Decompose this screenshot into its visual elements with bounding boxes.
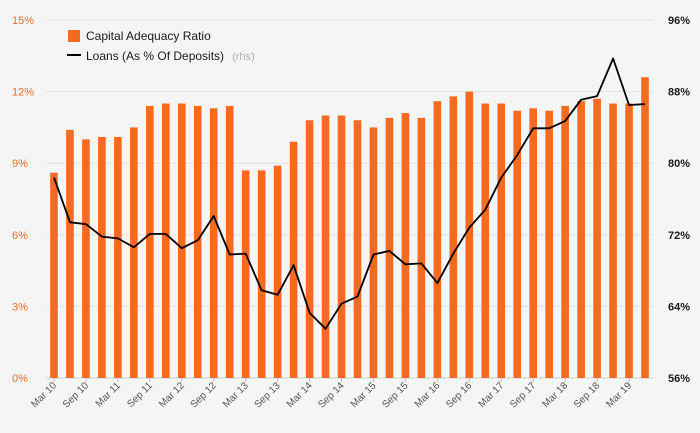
bar-capital-adequacy	[561, 105, 569, 379]
bar-capital-adequacy	[545, 110, 553, 379]
bars	[50, 77, 649, 379]
bar-capital-adequacy	[177, 103, 186, 379]
x-tick-label: Sep 18	[572, 380, 602, 410]
bar-capital-adequacy	[385, 117, 394, 378]
legend-label-rhs-note: (rhs)	[232, 51, 255, 63]
bar-capital-adequacy	[130, 127, 138, 379]
bar-capital-adequacy	[417, 117, 426, 378]
x-tick-label: Mar 15	[349, 380, 379, 410]
bar-capital-adequacy	[193, 105, 202, 379]
loans-line-series	[53, 57, 646, 330]
bar-capital-adequacy	[66, 129, 74, 378]
y-right-tick-label: 72%	[668, 230, 690, 242]
y-right-tick-label: 56%	[668, 373, 690, 385]
bar-capital-adequacy	[225, 105, 234, 379]
x-tick-label: Sep 10	[61, 380, 91, 410]
y-left-tick-label: 3%	[12, 301, 28, 313]
x-tick-label: Mar 14	[285, 380, 315, 410]
bar-capital-adequacy	[146, 105, 154, 379]
bar-capital-adequacy	[82, 139, 90, 378]
bar-capital-adequacy	[289, 141, 298, 378]
bar-capital-adequacy	[481, 103, 490, 379]
bar-capital-adequacy	[577, 101, 585, 378]
bar-capital-adequacy	[50, 172, 58, 378]
bar-capital-adequacy	[497, 103, 506, 379]
legend-swatch-bar	[68, 30, 80, 42]
bar-capital-adequacy	[529, 108, 537, 378]
x-tick-label: Mar 17	[477, 380, 507, 410]
bar-capital-adequacy	[353, 120, 362, 379]
y-left-tick-label: 12%	[12, 87, 34, 99]
legend-label-capital-adequacy: Capital Adequacy Ratio	[86, 29, 211, 43]
bar-capital-adequacy	[337, 115, 346, 378]
x-tick-label: Sep 17	[508, 380, 538, 410]
bar-capital-adequacy	[305, 120, 314, 379]
bar-capital-adequacy	[513, 110, 522, 379]
axes: 0%3%6%9%12%15%56%64%72%80%88%96%Mar 10 Se…	[12, 15, 690, 411]
bar-capital-adequacy	[641, 77, 649, 378]
bar-capital-adequacy	[609, 103, 617, 379]
bar-capital-adequacy	[114, 136, 122, 378]
bar-capital-adequacy	[209, 108, 218, 378]
legend: Capital Adequacy Ratio Loans (As % Of De…	[67, 29, 255, 64]
x-tick-label: Mar 16	[413, 380, 443, 410]
y-left-tick-label: 9%	[12, 158, 28, 170]
bar-capital-adequacy	[625, 103, 633, 379]
y-right-tick-label: 96%	[668, 15, 690, 27]
line-loans-to-deposits	[53, 57, 646, 330]
bar-capital-adequacy	[433, 101, 442, 378]
x-tick-label: Mar 13	[221, 380, 251, 410]
y-right-tick-label: 64%	[668, 301, 690, 313]
y-right-tick-label: 80%	[668, 158, 690, 170]
bar-capital-adequacy	[321, 115, 330, 378]
bar-capital-adequacy	[98, 136, 106, 378]
x-tick-label: Sep 14	[316, 380, 346, 410]
x-tick-label: Sep 13	[253, 380, 283, 410]
bar-capital-adequacy	[257, 170, 266, 378]
legend-label-loans: Loans (As % Of Deposits)	[86, 49, 224, 63]
y-left-tick-label: 0%	[12, 373, 28, 385]
bar-capital-adequacy	[162, 103, 170, 379]
x-tick-label: Mar 19	[604, 380, 634, 410]
x-tick-label: Mar 11	[94, 380, 124, 410]
bar-capital-adequacy	[465, 91, 474, 378]
bar-capital-adequacy	[401, 113, 410, 378]
x-tick-label: Sep 16	[444, 380, 474, 410]
legend-label-loans-group: Loans (As % Of Deposits) (rhs)	[86, 47, 255, 64]
x-tick-label: Sep 11	[125, 380, 155, 410]
x-tick-label: Sep 15	[380, 380, 410, 410]
bar-capital-adequacy	[273, 165, 282, 378]
x-tick-label: Sep 12	[189, 380, 219, 410]
x-tick-label: Mar 12	[157, 380, 187, 410]
y-left-tick-label: 6%	[12, 230, 28, 242]
y-right-tick-label: 88%	[668, 87, 690, 99]
bar-capital-adequacy	[369, 127, 378, 379]
bar-capital-adequacy	[593, 98, 601, 378]
bar-capital-adequacy	[449, 96, 458, 378]
bar-capital-adequacy	[241, 170, 250, 378]
y-left-tick-label: 15%	[12, 15, 34, 27]
x-tick-label: Mar 18	[540, 380, 570, 410]
x-tick-label: Mar 10	[29, 380, 59, 410]
